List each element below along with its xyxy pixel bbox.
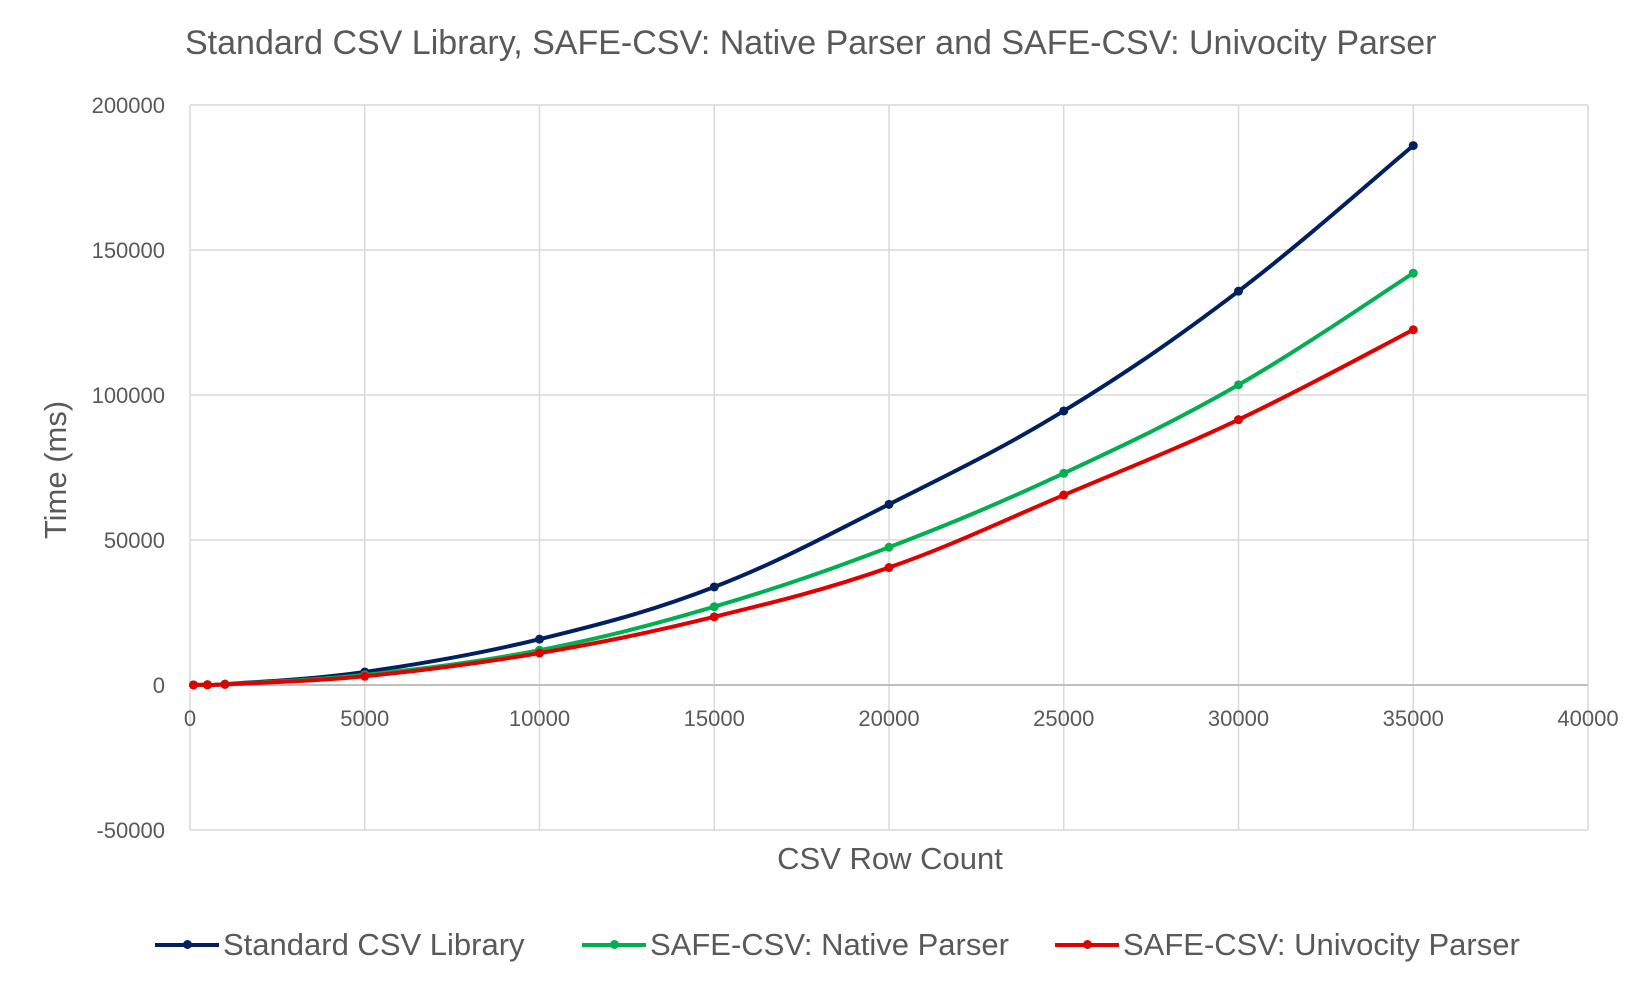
data-point bbox=[709, 582, 719, 592]
x-tick-label: 20000 bbox=[858, 706, 919, 731]
series-line bbox=[191, 143, 1416, 688]
data-point bbox=[202, 680, 212, 690]
legend: Standard CSV Library SAFE-CSV: Native Par… bbox=[0, 920, 1642, 970]
data-point bbox=[1059, 468, 1069, 478]
y-tick-label: 100000 bbox=[92, 383, 165, 408]
y-tick-label: -50000 bbox=[96, 818, 165, 843]
series-0 bbox=[188, 141, 1418, 690]
data-point bbox=[1234, 286, 1243, 296]
data-point bbox=[1408, 268, 1418, 278]
x-axis-label: CSV Row Count bbox=[777, 841, 1003, 876]
data-point bbox=[709, 602, 719, 612]
legend-swatch bbox=[582, 940, 646, 949]
x-tick-label: 30000 bbox=[1208, 706, 1269, 731]
series-line bbox=[191, 271, 1416, 688]
data-point bbox=[884, 563, 894, 573]
axes: 0 5000 10000 15000 20000 25000 30000 35000 40000… bbox=[92, 93, 1619, 843]
data-point bbox=[1059, 490, 1069, 500]
y-axis-label: Time (ms) bbox=[38, 401, 73, 539]
plot-area: 0 5000 10000 15000 20000 25000 30000 35000 40000… bbox=[38, 93, 1619, 876]
data-point bbox=[884, 499, 894, 509]
y-tick-label: 150000 bbox=[92, 238, 165, 263]
legend-label: SAFE-CSV: Native Parser bbox=[650, 927, 1009, 962]
legend-label: Standard CSV Library bbox=[223, 927, 525, 962]
grid bbox=[189, 104, 1589, 831]
x-tick-label: 15000 bbox=[684, 706, 745, 731]
x-tick-label: 40000 bbox=[1557, 706, 1618, 731]
series-lines bbox=[188, 141, 1418, 690]
data-point bbox=[884, 542, 894, 552]
legend-item: SAFE-CSV: Native Parser bbox=[582, 920, 1009, 970]
data-point bbox=[1408, 325, 1418, 335]
data-point bbox=[1408, 141, 1418, 151]
legend-swatch bbox=[155, 940, 219, 949]
data-point bbox=[535, 634, 544, 644]
data-point bbox=[1059, 406, 1069, 416]
series-2 bbox=[188, 325, 1418, 690]
legend-item: Standard CSV Library bbox=[155, 920, 525, 970]
x-tick-label: 10000 bbox=[509, 706, 570, 731]
legend-label: SAFE-CSV: Univocity Parser bbox=[1123, 927, 1520, 962]
data-point bbox=[709, 612, 719, 622]
data-point bbox=[220, 679, 230, 689]
data-point bbox=[535, 648, 544, 658]
data-point bbox=[360, 671, 370, 681]
x-tick-label: 5000 bbox=[340, 706, 389, 731]
series-line bbox=[191, 327, 1416, 688]
y-tick-label: 200000 bbox=[92, 93, 165, 118]
x-tick-label: 25000 bbox=[1033, 706, 1094, 731]
y-tick-label: 50000 bbox=[104, 528, 165, 553]
data-point bbox=[1234, 415, 1243, 425]
data-point bbox=[188, 680, 198, 690]
legend-swatch bbox=[1055, 940, 1119, 949]
x-tick-label: 0 bbox=[184, 706, 196, 731]
data-point bbox=[1234, 380, 1243, 390]
x-tick-label: 35000 bbox=[1383, 706, 1444, 731]
series-1 bbox=[188, 268, 1418, 690]
y-tick-label: 0 bbox=[153, 673, 165, 698]
chart-title: Standard CSV Library, SAFE-CSV: Native P… bbox=[185, 24, 1437, 62]
legend-item: SAFE-CSV: Univocity Parser bbox=[1055, 920, 1520, 970]
